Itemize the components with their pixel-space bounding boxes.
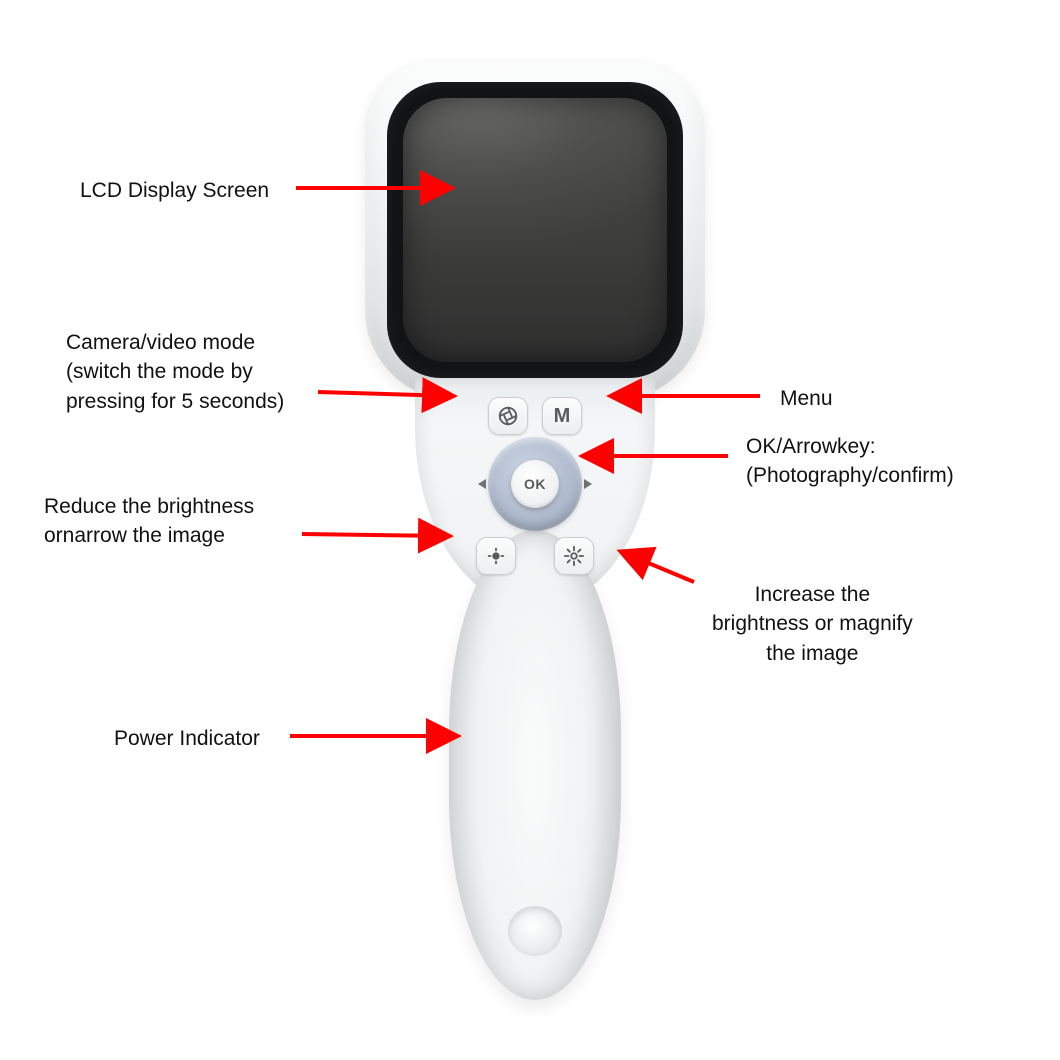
controls-cluster: M OK — [460, 405, 610, 575]
arrow-left-icon — [478, 479, 486, 489]
dpad-ring[interactable]: OK — [488, 437, 582, 531]
label-camera-mode: Camera/video mode (switch the mode by pr… — [66, 328, 284, 416]
device: M OK — [365, 60, 705, 1000]
lcd-screen — [403, 98, 667, 362]
device-head — [365, 60, 705, 400]
screen-bezel — [387, 82, 683, 378]
label-brightness-down: Reduce the brightness ornarrow the image — [44, 492, 254, 551]
label-power-indicator: Power Indicator — [114, 724, 260, 753]
label-menu: Menu — [780, 384, 833, 413]
brightness-up-icon — [563, 545, 585, 567]
menu-button[interactable]: M — [542, 397, 582, 435]
brightness-down-button[interactable] — [476, 537, 516, 575]
brightness-down-icon — [485, 545, 507, 567]
arrow-right-icon — [584, 479, 592, 489]
ok-button[interactable]: OK — [511, 460, 559, 508]
handle-indent — [508, 906, 562, 956]
label-lcd: LCD Display Screen — [80, 176, 269, 205]
label-brightness-up: Increase the brightness or magnify the i… — [712, 580, 913, 668]
label-ok: OK/Arrowkey: (Photography/confirm) — [746, 432, 954, 491]
ok-label: OK — [524, 476, 546, 492]
device-handle — [449, 530, 621, 1000]
aperture-icon — [497, 405, 519, 427]
brightness-up-button[interactable] — [554, 537, 594, 575]
menu-glyph: M — [554, 405, 571, 428]
camera-mode-button[interactable] — [488, 397, 528, 435]
